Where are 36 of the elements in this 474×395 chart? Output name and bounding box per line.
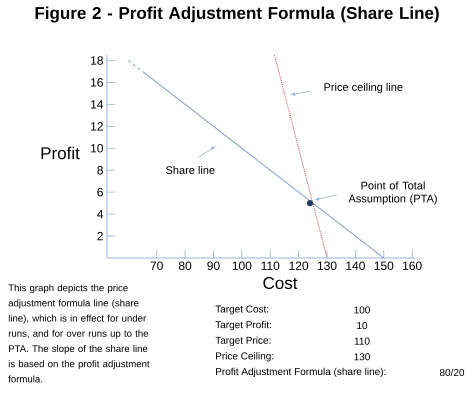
chart-title: Figure 2 - Profit Adjustment Formula (Share Line) [36,6,439,22]
y-tick-label: 8 [97,166,103,174]
text: Profit Adjustment Formula (share line): [216,368,386,378]
annotation: Share line [166,166,215,174]
text: This graph depicts the price adjustment formula line (share line), which is in effect for under runs, and for over runs up to the PTA. The slope of the share line is based on the profit adjustment formula. [8,284,150,382]
text: 10 [357,322,368,330]
text: 130 [354,353,370,360]
annotation: Point of Total Assumption (PTA) [348,181,437,205]
x-axis-title: Cost [263,276,298,290]
x-tick-label: 80 [178,262,192,270]
x-tick-label: 100 [232,262,252,270]
x-tick-label: 160 [403,262,422,270]
annotation: Price ceiling line [324,82,402,94]
x-tick-label: 140 [346,262,365,270]
text: 80/20 [440,368,464,376]
x-tick-label: 70 [150,262,163,270]
y-tick-label: 16 [91,78,103,87]
x-tick-label: 150 [374,262,394,270]
y-tick-label: 2 [97,232,103,240]
text: 100 [354,306,370,314]
text: 110 [354,338,370,345]
y-axis-title: Profit [42,146,80,160]
text: Target Cost: [215,305,268,315]
text: Price Ceiling: [216,352,274,362]
text: Target Profit: [215,320,271,330]
y-tick-label: 18 [91,56,103,65]
y-tick-label: 12 [91,122,103,130]
text: Target Price: [215,336,270,346]
x-tick-label: 90 [207,262,220,270]
x-tick-label: 130 [318,262,337,270]
y-tick-label: 14 [91,100,104,108]
x-tick-label: 120 [290,262,308,270]
x-tick-label: 110 [262,262,280,270]
y-tick-label: 10 [91,144,104,152]
y-tick-label: 6 [97,188,103,196]
y-tick-label: 4 [97,210,104,218]
